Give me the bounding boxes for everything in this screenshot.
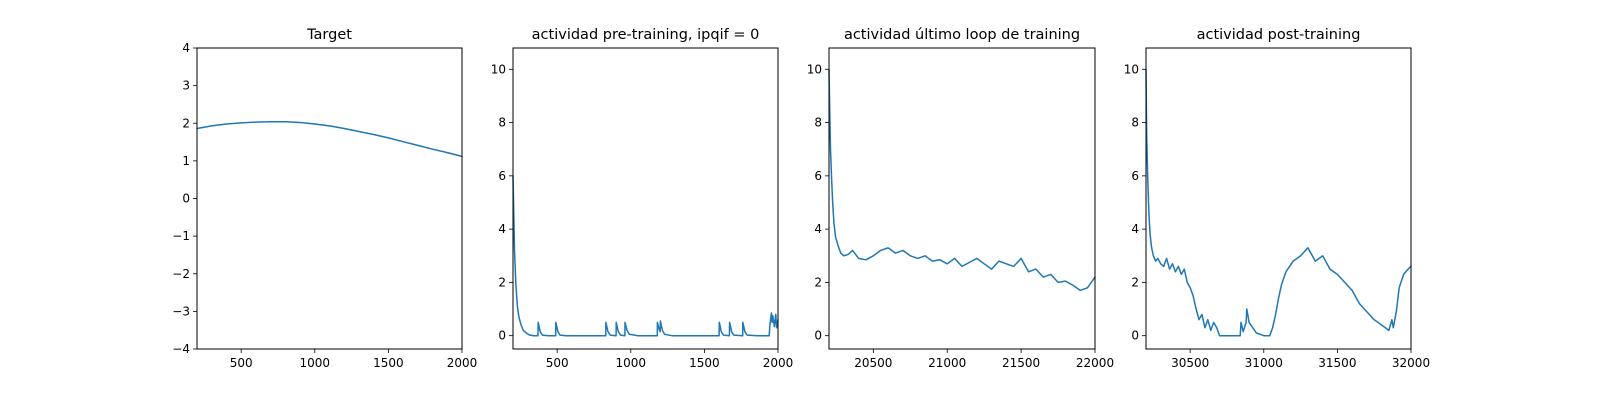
y-tick-label: −3 — [172, 304, 190, 318]
y-tick-label: 0 — [182, 192, 190, 206]
y-tick-label: 8 — [1131, 116, 1139, 130]
y-tick-label: 10 — [1124, 62, 1139, 76]
x-tick-label: 32000 — [1392, 356, 1430, 370]
y-tick-label: 6 — [814, 169, 822, 183]
y-tick-label: 10 — [807, 62, 822, 76]
axis-frame — [828, 47, 1096, 350]
x-tick-label: 1500 — [689, 356, 720, 370]
y-tick-label: 6 — [1131, 169, 1139, 183]
panel-title: actividad último loop de training — [844, 27, 1080, 43]
y-tick-label: 6 — [498, 169, 506, 183]
x-tick-label: 1000 — [616, 356, 647, 370]
panel-title: actividad pre-training, ipqif = 0 — [532, 27, 760, 43]
series-line — [1145, 68, 1412, 337]
y-tick-label: 2 — [1131, 275, 1139, 289]
x-tick-label: 2000 — [447, 356, 478, 370]
y-tick-label: 2 — [814, 275, 822, 289]
series-line — [196, 120, 463, 158]
x-tick-label: 31000 — [1245, 356, 1283, 370]
axis-frame — [1145, 47, 1412, 350]
panel-1: 500 1000 1500 2000 −4 −3 −2 −1 0 1 2 3 4 Target — [172, 27, 477, 370]
y-tick-label: 0 — [814, 329, 822, 343]
y-tick-label: 8 — [498, 116, 506, 130]
y-tick-label: 10 — [491, 62, 506, 76]
panel-title: actividad post-training — [1197, 27, 1361, 43]
y-tick-label: 4 — [498, 222, 506, 236]
y-tick-label: 0 — [498, 329, 506, 343]
panel-3: 20500 21000 21500 22000 0 2 4 6 8 10 actividad últ… — [807, 27, 1114, 370]
x-tick-label: 500 — [230, 356, 253, 370]
x-tick-label: 500 — [546, 356, 569, 370]
panel-4: 30500 31000 31500 32000 0 2 4 6 8 10 actividad pos… — [1124, 27, 1430, 370]
y-tick-label: 1 — [182, 154, 190, 168]
y-tick-label: −1 — [172, 229, 190, 243]
panel-title: Target — [306, 27, 352, 43]
y-tick-label: 2 — [498, 275, 506, 289]
x-tick-label: 1000 — [300, 356, 331, 370]
y-tick-label: 3 — [182, 79, 190, 93]
x-tick-label: 21000 — [928, 356, 966, 370]
x-tick-label: 1500 — [373, 356, 404, 370]
x-tick-label: 31500 — [1318, 356, 1356, 370]
y-tick-label: 4 — [814, 222, 822, 236]
y-tick-label: −2 — [172, 267, 190, 281]
y-tick-label: 2 — [182, 116, 190, 130]
y-tick-label: −4 — [172, 342, 190, 356]
y-tick-label: 4 — [1131, 222, 1139, 236]
panel-2: 500 1000 1500 2000 0 2 4 6 8 10 actividad pre-trai… — [491, 27, 794, 370]
x-tick-label: 2000 — [763, 356, 794, 370]
y-tick-label: 8 — [814, 116, 822, 130]
x-tick-label: 30500 — [1171, 356, 1209, 370]
series-line — [512, 175, 779, 337]
x-tick-label: 22000 — [1076, 356, 1114, 370]
series-line — [828, 68, 1096, 292]
y-tick-label: 0 — [1131, 329, 1139, 343]
x-tick-label: 21500 — [1002, 356, 1040, 370]
axis-frame — [512, 47, 779, 350]
x-tick-label: 20500 — [854, 356, 892, 370]
y-tick-label: 4 — [182, 41, 190, 55]
